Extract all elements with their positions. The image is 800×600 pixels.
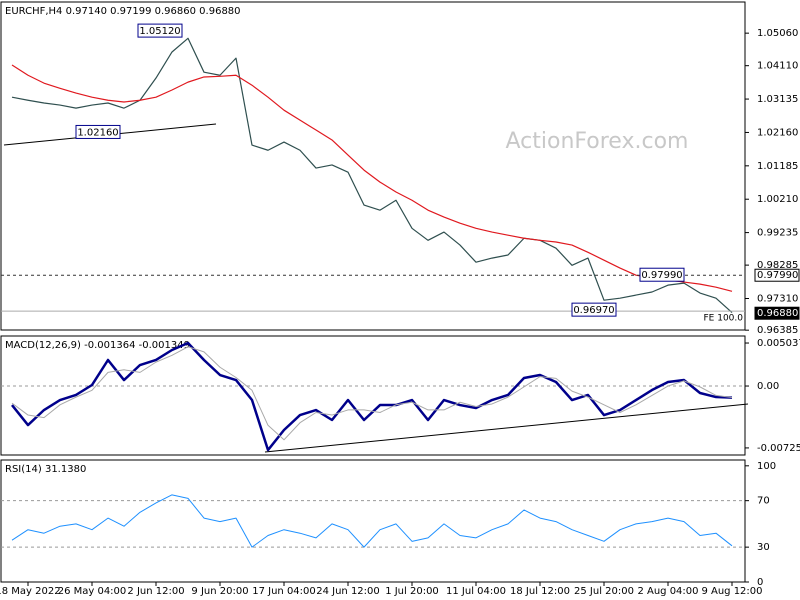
panel-frame: [0, 459, 746, 583]
y-tick-label: 1.00210: [757, 194, 798, 205]
y-tick-label: 0.99235: [757, 228, 798, 239]
series-line: [11, 37, 733, 313]
fe-label: FE 100.0: [704, 314, 744, 324]
series-line: [11, 341, 733, 452]
y-tick-label: -0.007251: [757, 443, 800, 454]
series-line: [11, 346, 733, 441]
series-line: [11, 64, 733, 292]
y-tick-label: 1.03135: [757, 94, 798, 105]
price-tag: [754, 306, 800, 320]
x-tick-label: 2 Aug 04:00: [637, 586, 698, 597]
price-tag-label: 0.96880: [757, 308, 798, 319]
y-tick-label: 1.04110: [757, 61, 798, 72]
y-tick-label: 1.01185: [757, 161, 798, 172]
x-tick-label: 24 Jun 12:00: [316, 586, 380, 597]
trend-line: [264, 403, 749, 453]
x-tick-label: 18 Jul 12:00: [510, 586, 570, 597]
y-tick-label: 0: [757, 577, 763, 588]
x-tick-label: 9 Jun 20:00: [191, 586, 248, 597]
x-tick-label: 18 May 2022: [0, 586, 61, 597]
x-tick-label: 25 Jul 20:00: [574, 586, 634, 597]
y-tick-label: 0.97310: [757, 294, 798, 305]
y-tick-label: 100: [757, 461, 776, 472]
price-tag: [754, 268, 800, 282]
annotation-label: 1.05120: [139, 26, 180, 37]
panel-title: EURCHF,H4 0.97140 0.97199 0.96860 0.9688…: [5, 6, 241, 17]
y-tick-label: 0.00: [757, 381, 779, 392]
y-tick-label: 1.05060: [757, 28, 798, 39]
x-tick-label: 11 Jul 04:00: [446, 586, 506, 597]
annotation-box: [571, 302, 617, 317]
panel-title: MACD(12,26,9) -0.001364 -0.001349: [5, 340, 190, 351]
y-tick-label: 70: [757, 496, 770, 507]
annotation-label: 0.96970: [573, 305, 614, 316]
series-line: [11, 494, 733, 548]
y-tick-label: 1.02160: [757, 127, 798, 138]
panel-frame: [0, 335, 746, 456]
y-tick-label: 0.005037: [757, 338, 800, 349]
y-tick-label: 30: [757, 542, 770, 553]
annotation-box: [639, 267, 685, 282]
panel-title: RSI(14) 31.1380: [5, 464, 86, 475]
annotation-label: 1.02160: [77, 127, 118, 138]
price-tag-label: 0.97990: [757, 270, 798, 281]
x-tick-label: 9 Aug 12:00: [701, 586, 762, 597]
watermark: ActionForex.com: [506, 129, 689, 154]
x-tick-label: 17 Jun 04:00: [252, 586, 316, 597]
y-tick-label: 0.98285: [757, 260, 798, 271]
y-tick-label: 0.96385: [757, 325, 798, 336]
x-tick-label: 1 Jul 20:00: [385, 586, 439, 597]
annotation-label: 0.97990: [641, 270, 682, 281]
x-tick-label: 26 May 04:00: [58, 586, 127, 597]
annotation-box: [137, 23, 183, 38]
x-tick-label: 2 Jun 12:00: [127, 586, 184, 597]
annotation-box: [75, 124, 121, 139]
